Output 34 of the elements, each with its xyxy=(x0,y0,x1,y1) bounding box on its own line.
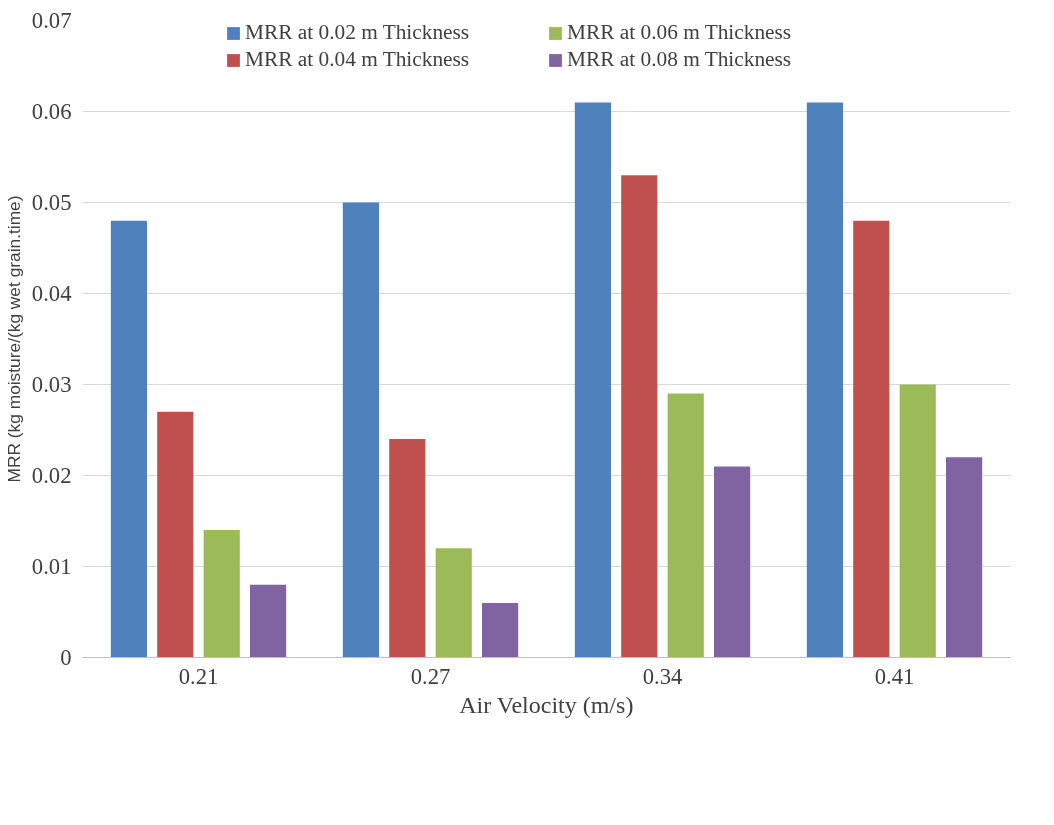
y-tick-label: 0.07 xyxy=(31,8,72,33)
bar xyxy=(157,411,194,658)
bar xyxy=(435,548,472,658)
x-tick-label: 0.27 xyxy=(410,663,451,689)
bar xyxy=(621,175,658,658)
bar xyxy=(203,530,240,658)
x-axis-title: Air Velocity (m/s) xyxy=(459,691,634,718)
bar xyxy=(482,602,519,658)
bar xyxy=(946,457,983,658)
bar xyxy=(342,202,379,658)
bar xyxy=(250,584,287,658)
bar xyxy=(853,220,890,658)
y-tick-label: 0.03 xyxy=(31,372,72,397)
bar xyxy=(389,439,426,658)
bar xyxy=(574,102,611,658)
x-tick-label: 0.34 xyxy=(642,663,683,689)
x-tick-label: 0.21 xyxy=(178,663,219,689)
bar xyxy=(667,393,704,658)
y-tick-label: 0 xyxy=(60,645,72,670)
y-tick-label: 0.02 xyxy=(31,463,72,488)
bar xyxy=(899,384,936,658)
y-tick-label: 0.06 xyxy=(31,99,72,124)
bar xyxy=(110,220,147,658)
legend-label: MRR at 0.06 m Thickness xyxy=(567,20,793,45)
legend-label: MRR at 0.02 m Thickness xyxy=(245,20,471,45)
y-axis-title: MRR (kg moisture/(kg wet grain.time) xyxy=(3,195,24,483)
y-tick-label: 0.04 xyxy=(31,281,72,306)
bar xyxy=(806,102,843,658)
bar xyxy=(714,466,751,658)
legend-label: MRR at 0.04 m Thickness xyxy=(245,47,471,72)
y-tick-label: 0.01 xyxy=(31,554,72,579)
y-tick-label: 0.05 xyxy=(31,190,72,215)
x-tick-label: 0.41 xyxy=(874,663,915,689)
legend-label: MRR at 0.08 m Thickness xyxy=(567,47,793,72)
